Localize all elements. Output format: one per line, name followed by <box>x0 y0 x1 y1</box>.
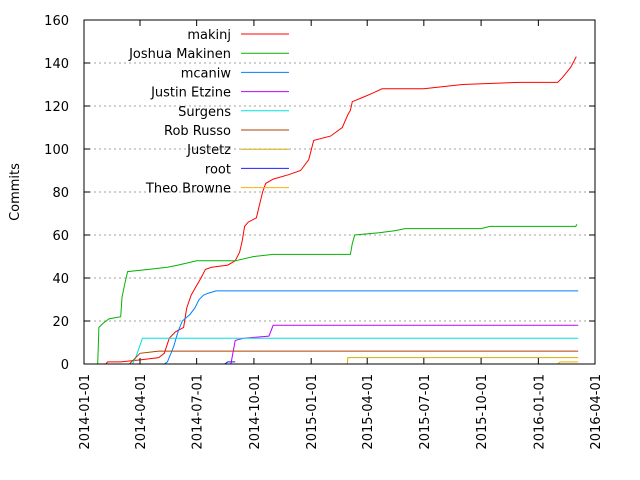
y-axis-label: Commits <box>8 163 23 221</box>
y-tick-label: 160 <box>44 14 69 29</box>
legend-label-theo-browne: Theo Browne <box>145 182 231 197</box>
x-tick-label: 2016-01-01 <box>532 374 547 450</box>
legend-label-mcaniw: mcaniw <box>181 66 232 81</box>
series-line-justin-etzine <box>230 324 579 365</box>
x-tick-label: 2014-10-01 <box>248 374 263 450</box>
y-tick-label: 20 <box>52 315 69 330</box>
x-tick-label: 2015-07-01 <box>418 374 433 450</box>
series-line-makinj <box>105 56 577 365</box>
y-tick-label: 60 <box>52 229 69 244</box>
series-line-surgens <box>132 337 579 365</box>
x-tick-label: 2014-01-01 <box>78 374 93 450</box>
y-tick-label: 80 <box>52 186 69 201</box>
y-tick-label: 40 <box>52 272 69 287</box>
y-tick-label: 120 <box>44 100 69 115</box>
series-line-mcaniw <box>164 290 579 365</box>
series-line-justetz <box>346 357 579 365</box>
legend-label-surgens: Surgens <box>178 105 231 120</box>
legend: makinj Joshua Makinen mcaniw Justin Etzine S… <box>128 28 289 197</box>
grid-lines <box>84 62 595 322</box>
x-tick-label: 2015-01-01 <box>305 374 320 450</box>
y-axis: 0 20 40 60 80 100 120 140 160 <box>44 14 595 373</box>
x-tick-label: 2014-07-01 <box>191 374 206 450</box>
legend-label-makinj: makinj <box>187 28 231 43</box>
x-tick-label: 2016-04-01 <box>589 374 604 450</box>
x-tick-label: 2015-04-01 <box>361 374 376 450</box>
legend-label-justetz: Justetz <box>186 143 231 158</box>
y-tick-label: 0 <box>61 358 69 373</box>
legend-label-root: root <box>205 162 231 177</box>
series-lines <box>97 56 579 365</box>
series-line-theo-browne <box>557 361 579 365</box>
series-line-root <box>224 361 236 365</box>
legend-label-joshua-makinen: Joshua Makinen <box>128 47 231 62</box>
series-line-joshua-makinen <box>97 224 578 365</box>
x-tick-label: 2015-10-01 <box>475 374 490 450</box>
x-tick-label: 2014-04-01 <box>134 374 149 450</box>
y-tick-label: 140 <box>44 57 69 72</box>
y-tick-label: 100 <box>44 143 69 158</box>
legend-label-justin-etzine: Justin Etzine <box>150 86 231 101</box>
series-line-rob-russo <box>129 350 579 365</box>
legend-label-rob-russo: Rob Russo <box>164 124 231 139</box>
x-axis: 2014-01-01 2014-04-01 2014-07-01 2014-10-01… <box>78 20 604 450</box>
